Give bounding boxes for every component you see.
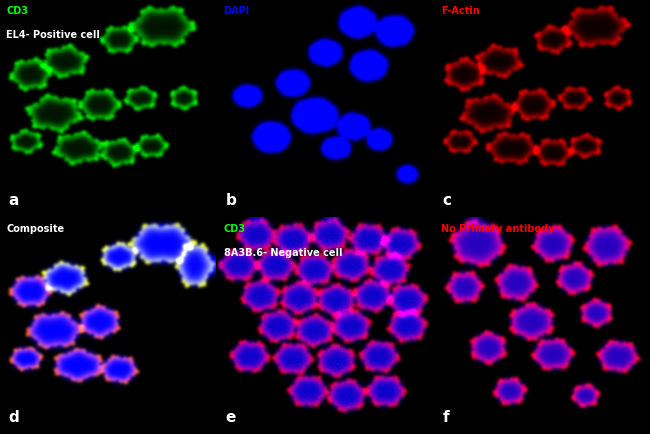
Text: EL4- Positive cell: EL4- Positive cell <box>6 30 100 40</box>
Text: b: b <box>226 193 237 208</box>
Text: No Primary antibody: No Primary antibody <box>441 224 554 234</box>
Text: f: f <box>443 410 449 425</box>
Text: Composite: Composite <box>6 224 64 234</box>
Text: c: c <box>443 193 452 208</box>
Text: DAPI: DAPI <box>224 7 250 16</box>
Text: 8A3B.6- Negative cell: 8A3B.6- Negative cell <box>224 248 342 258</box>
Text: CD3: CD3 <box>224 224 246 234</box>
Text: d: d <box>8 410 20 425</box>
Text: CD3: CD3 <box>6 7 29 16</box>
Text: a: a <box>8 193 19 208</box>
Text: e: e <box>226 410 236 425</box>
Text: F-Actin: F-Actin <box>441 7 480 16</box>
